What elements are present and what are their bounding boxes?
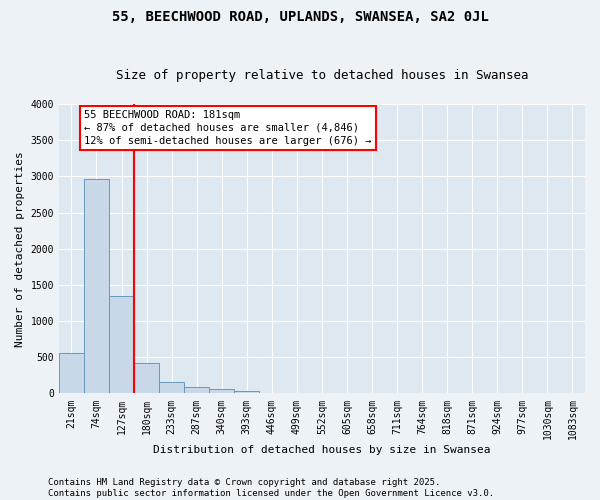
Bar	[184, 386, 209, 394]
Bar	[59, 353, 84, 394]
Bar	[109, 296, 134, 394]
Text: 55 BEECHWOOD ROAD: 181sqm
← 87% of detached houses are smaller (4,846)
12% of se: 55 BEECHWOOD ROAD: 181sqm ← 87% of detac…	[84, 110, 371, 146]
Bar	[84, 180, 109, 394]
Text: Contains HM Land Registry data © Crown copyright and database right 2025.
Contai: Contains HM Land Registry data © Crown c…	[48, 478, 494, 498]
Text: 55, BEECHWOOD ROAD, UPLANDS, SWANSEA, SA2 0JL: 55, BEECHWOOD ROAD, UPLANDS, SWANSEA, SA…	[112, 10, 488, 24]
Bar	[134, 363, 159, 394]
X-axis label: Distribution of detached houses by size in Swansea: Distribution of detached houses by size …	[153, 445, 491, 455]
Bar	[159, 382, 184, 394]
Bar	[209, 390, 234, 394]
Title: Size of property relative to detached houses in Swansea: Size of property relative to detached ho…	[116, 69, 528, 82]
Bar	[234, 390, 259, 394]
Y-axis label: Number of detached properties: Number of detached properties	[15, 151, 25, 346]
